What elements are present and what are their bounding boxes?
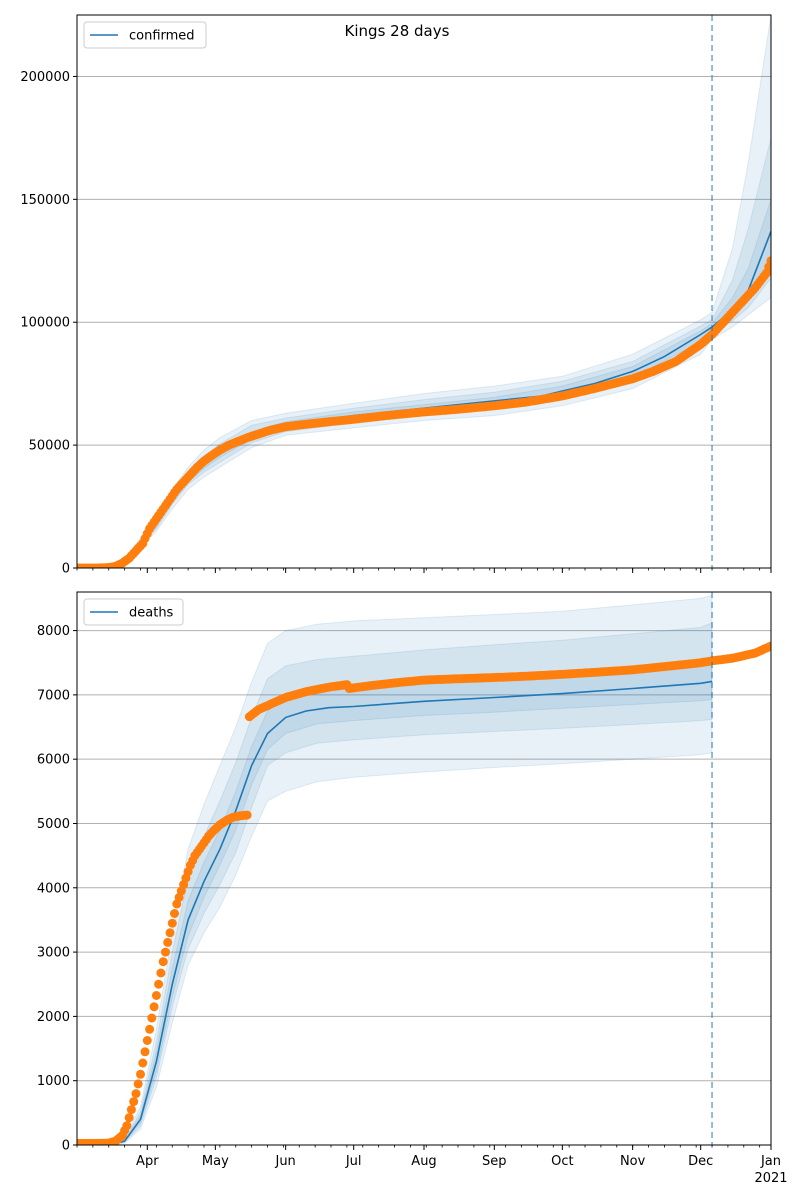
observed-point [165, 928, 175, 938]
legend-box [83, 21, 207, 49]
observed-point [140, 1047, 150, 1057]
y-tick-label: 6000 [37, 753, 70, 768]
legend: deaths [83, 598, 184, 626]
y-tick-label: 4000 [37, 881, 70, 896]
observed-point [138, 1058, 148, 1068]
x-tick-label: Nov [620, 1154, 646, 1169]
x-tick-label: Apr [136, 1154, 159, 1169]
observed-point [158, 957, 168, 967]
x-tick-label: Jul [345, 1154, 362, 1169]
uncertainty-band [77, 15, 771, 568]
y-tick-label: 1000 [37, 1074, 70, 1089]
observed-point [163, 937, 173, 947]
legend-box [83, 598, 184, 626]
x-tick-label: Jan [760, 1154, 781, 1169]
y-tick-label: 2000 [37, 1010, 70, 1025]
observed-point [156, 968, 166, 978]
x-tick-label: May [202, 1154, 229, 1169]
observed-point [161, 947, 170, 957]
y-tick-label: 150000 [20, 193, 70, 208]
observed-point [147, 1013, 157, 1023]
observed-point [126, 1105, 136, 1115]
x-tick-label: Dec [688, 1154, 713, 1169]
uncertainty-band [77, 662, 713, 1145]
observed-point [124, 1113, 134, 1123]
observed-point [142, 1036, 152, 1045]
confirmed-panel: 0 50000 100000 150000 200000 confirmed [20, 14, 772, 577]
observed-point [131, 1089, 141, 1099]
observed-point [129, 1097, 139, 1107]
plot-area [77, 15, 771, 568]
x-tick-label: Oct [551, 1154, 573, 1169]
y-tick-label: 200000 [20, 70, 70, 85]
x-tick-label: Jun [274, 1154, 295, 1169]
observed-point [136, 1069, 145, 1079]
observed-point [151, 991, 161, 1000]
x-tick-label: Aug [411, 1154, 436, 1169]
deaths-panel: 0 1000 2000 3000 4000 5000 6000 7000 8000 Apr May J… [37, 591, 788, 1186]
y-tick-label: 0 [62, 562, 70, 577]
x-tick-label: Sep [482, 1154, 507, 1169]
observed-point [242, 810, 252, 820]
y-tick-label: 50000 [29, 439, 70, 454]
observed-point [149, 1002, 159, 1012]
observed-point [766, 256, 771, 266]
y-tick-label: 5000 [37, 817, 70, 832]
observed-point [167, 918, 177, 928]
x-tick-sublabel: 2021 [754, 1171, 787, 1186]
observed-point [145, 1024, 155, 1034]
y-tick-label: 3000 [37, 946, 70, 961]
observed-point [133, 1079, 143, 1089]
legend-label: confirmed [129, 29, 195, 44]
y-tick-label: 7000 [37, 688, 70, 703]
legend: confirmed [83, 21, 207, 49]
y-tick-label: 100000 [20, 316, 70, 331]
observed-point [766, 641, 771, 651]
observed-point [122, 1121, 132, 1131]
y-tick-label: 8000 [37, 624, 70, 639]
observed-point [170, 909, 179, 918]
legend-label: deaths [129, 606, 174, 621]
figure-title: Kings 28 days [345, 22, 450, 40]
model-line [77, 680, 713, 1145]
y-tick-label: 0 [62, 1139, 70, 1154]
observed-point [154, 979, 164, 989]
